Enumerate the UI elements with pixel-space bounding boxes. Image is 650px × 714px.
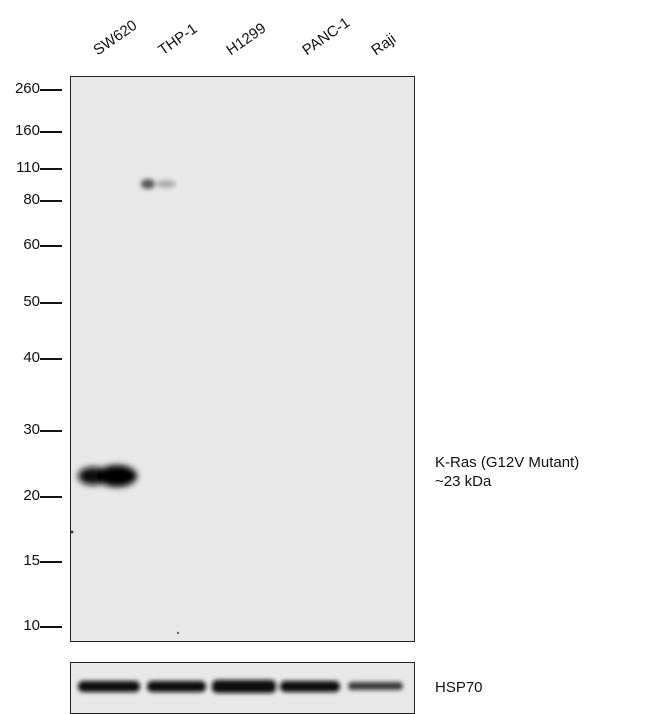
target-size: ~23 kDa xyxy=(435,473,492,490)
mw-label-10: 10 xyxy=(23,617,40,634)
lane-label-thp1: THP-1 xyxy=(155,20,201,59)
mw-tick-160 xyxy=(40,131,62,133)
mw-tick-60 xyxy=(40,245,62,247)
mw-tick-40 xyxy=(40,358,62,360)
mw-label-60: 60 xyxy=(23,236,40,253)
mw-tick-50 xyxy=(40,302,62,304)
mw-tick-260 xyxy=(40,89,62,91)
loading-control-panel xyxy=(70,662,415,714)
hsp70-band-h1299 xyxy=(212,680,276,693)
mw-tick-15 xyxy=(40,561,62,563)
main-blot-bands xyxy=(71,179,180,635)
hsp70-band-thp1 xyxy=(147,681,206,692)
lane-label-raji: Raji xyxy=(368,30,400,59)
mw-label-160: 160 xyxy=(14,122,40,139)
kras-band-sw620 xyxy=(78,465,137,487)
mw-tick-30 xyxy=(40,430,62,432)
hsp70-band-raji xyxy=(348,682,403,690)
loading-control-bands xyxy=(78,680,403,693)
mw-label-20: 20 xyxy=(23,487,40,504)
lane-label-panc1: PANC-1 xyxy=(299,14,354,60)
mw-label-260: 260 xyxy=(14,80,40,97)
lane-label-sw620: SW620 xyxy=(90,16,141,60)
mw-tick-110 xyxy=(40,168,62,170)
mw-tick-20 xyxy=(40,496,62,498)
mw-label-15: 15 xyxy=(23,552,40,569)
loading-control-label: HSP70 xyxy=(435,679,483,696)
mw-tick-10 xyxy=(40,626,62,628)
mw-label-50: 50 xyxy=(23,293,40,310)
mw-label-110: 110 xyxy=(16,159,40,176)
target-name: K-Ras (G12V Mutant) xyxy=(435,454,580,471)
mw-label-40: 40 xyxy=(23,349,40,366)
hsp70-band-sw620 xyxy=(78,681,140,692)
mw-tick-80 xyxy=(40,200,62,202)
mw-label-80: 80 xyxy=(23,191,40,208)
mw-label-30: 30 xyxy=(23,421,40,438)
main-blot-panel xyxy=(70,76,415,642)
lane-label-h1299: H1299 xyxy=(223,19,270,60)
hsp70-band-panc1 xyxy=(280,681,340,692)
main-target-annotation: K-Ras (G12V Mutant) ~23 kDa xyxy=(435,453,579,491)
faint-band-thp1 xyxy=(141,179,176,189)
